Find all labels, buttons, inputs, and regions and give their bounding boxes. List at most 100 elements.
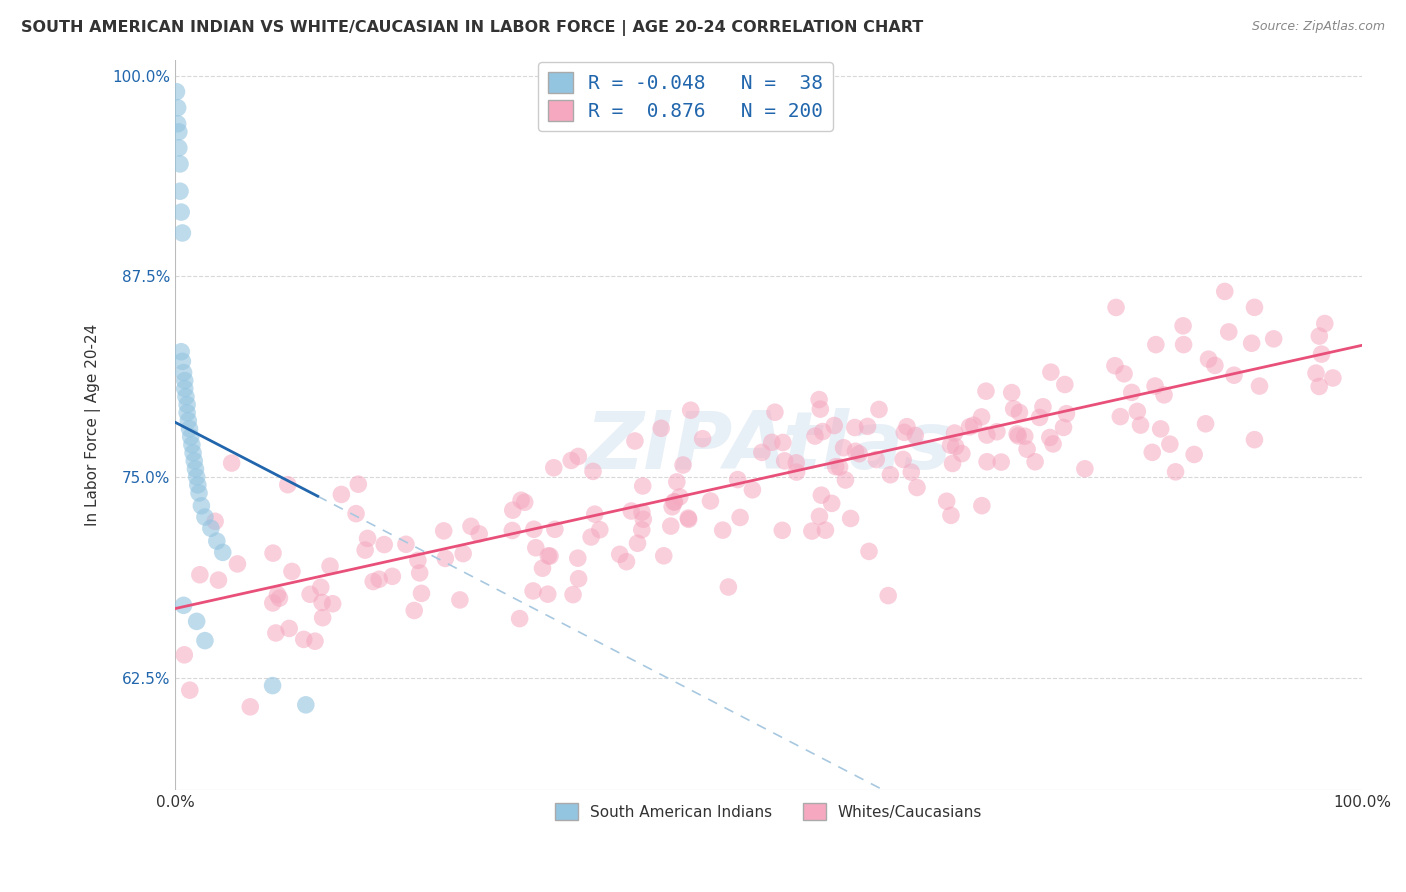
Point bbox=[891, 452, 914, 467]
Point bbox=[449, 593, 471, 607]
Point bbox=[537, 549, 560, 563]
Point bbox=[560, 453, 582, 467]
Point bbox=[281, 565, 304, 579]
Point bbox=[1056, 407, 1078, 421]
Point bbox=[173, 374, 195, 388]
Point bbox=[177, 414, 200, 428]
Point bbox=[170, 205, 193, 219]
Point bbox=[664, 495, 686, 509]
Point bbox=[221, 456, 243, 470]
Point bbox=[1308, 329, 1330, 343]
Point bbox=[661, 500, 683, 514]
Point bbox=[1024, 455, 1046, 469]
Point bbox=[665, 475, 688, 489]
Point bbox=[900, 465, 922, 479]
Point bbox=[814, 523, 837, 537]
Point bbox=[824, 459, 846, 474]
Point bbox=[865, 452, 887, 467]
Point bbox=[311, 610, 333, 624]
Point bbox=[893, 425, 915, 440]
Point bbox=[823, 418, 845, 433]
Point bbox=[659, 519, 682, 533]
Point bbox=[941, 457, 963, 471]
Point bbox=[626, 536, 648, 550]
Point bbox=[1322, 371, 1344, 385]
Point bbox=[652, 549, 675, 563]
Point bbox=[173, 382, 195, 396]
Point bbox=[544, 522, 567, 536]
Point bbox=[460, 519, 482, 533]
Point bbox=[879, 467, 901, 482]
Y-axis label: In Labor Force | Age 20-24: In Labor Force | Age 20-24 bbox=[86, 324, 101, 526]
Point bbox=[1194, 417, 1216, 431]
Point bbox=[188, 567, 211, 582]
Point bbox=[205, 534, 228, 549]
Point bbox=[1243, 301, 1265, 315]
Point bbox=[451, 547, 474, 561]
Point bbox=[1112, 367, 1135, 381]
Point bbox=[828, 460, 851, 475]
Point bbox=[181, 446, 204, 460]
Point bbox=[1153, 388, 1175, 402]
Point bbox=[711, 523, 734, 537]
Point bbox=[524, 541, 547, 555]
Point bbox=[166, 85, 188, 99]
Point bbox=[800, 524, 823, 538]
Point bbox=[679, 403, 702, 417]
Point bbox=[1017, 442, 1039, 457]
Point bbox=[844, 420, 866, 434]
Point bbox=[896, 419, 918, 434]
Point bbox=[1142, 445, 1164, 459]
Point bbox=[848, 447, 870, 461]
Point bbox=[322, 597, 344, 611]
Point bbox=[309, 580, 332, 594]
Point bbox=[239, 699, 262, 714]
Point bbox=[877, 589, 900, 603]
Point bbox=[1032, 400, 1054, 414]
Point bbox=[180, 438, 202, 452]
Point bbox=[986, 425, 1008, 439]
Point bbox=[631, 479, 654, 493]
Point bbox=[962, 418, 984, 433]
Point bbox=[904, 428, 927, 442]
Point bbox=[990, 455, 1012, 469]
Point bbox=[319, 559, 342, 574]
Point bbox=[543, 460, 565, 475]
Point bbox=[939, 438, 962, 452]
Point bbox=[433, 524, 456, 538]
Point bbox=[935, 494, 957, 508]
Point bbox=[186, 615, 208, 629]
Point bbox=[1007, 429, 1029, 443]
Point bbox=[174, 390, 197, 404]
Point bbox=[668, 490, 690, 504]
Point bbox=[970, 499, 993, 513]
Point bbox=[180, 430, 202, 444]
Point bbox=[1104, 359, 1126, 373]
Point bbox=[179, 422, 201, 436]
Point bbox=[1001, 385, 1024, 400]
Point bbox=[1042, 437, 1064, 451]
Legend: South American Indians, Whites/Caucasians: South American Indians, Whites/Caucasian… bbox=[548, 797, 988, 826]
Point bbox=[727, 473, 749, 487]
Point bbox=[1074, 462, 1097, 476]
Point bbox=[1164, 465, 1187, 479]
Point bbox=[200, 521, 222, 535]
Point bbox=[176, 406, 198, 420]
Point bbox=[502, 503, 524, 517]
Point bbox=[858, 544, 880, 558]
Point bbox=[939, 508, 962, 523]
Point bbox=[1204, 359, 1226, 373]
Point bbox=[404, 603, 426, 617]
Point bbox=[170, 344, 193, 359]
Point bbox=[347, 477, 370, 491]
Point bbox=[808, 509, 831, 524]
Point bbox=[763, 405, 786, 419]
Point bbox=[538, 549, 561, 563]
Point bbox=[609, 547, 631, 561]
Point bbox=[278, 622, 301, 636]
Point bbox=[1105, 301, 1128, 315]
Point bbox=[266, 588, 288, 602]
Point bbox=[821, 496, 844, 510]
Point bbox=[631, 505, 654, 519]
Point bbox=[1121, 385, 1143, 400]
